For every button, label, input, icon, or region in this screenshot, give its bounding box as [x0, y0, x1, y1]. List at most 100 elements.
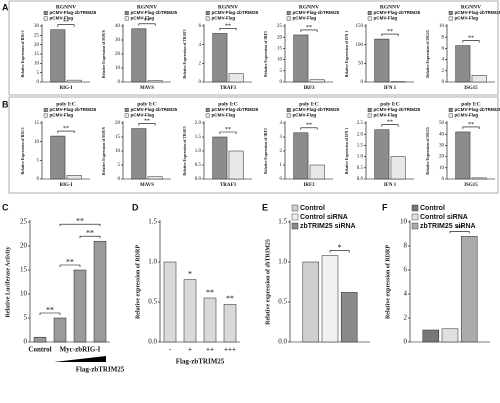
y-tick-label: 10 — [400, 218, 408, 226]
bar — [309, 164, 325, 180]
legend-swatch — [411, 204, 419, 212]
legend-swatch — [411, 222, 419, 230]
y-tick-label: 30 — [439, 144, 445, 149]
legend-label: pCMV-Flag-zbTRIM25 — [293, 107, 340, 112]
bar — [73, 269, 87, 343]
significance: ** — [306, 25, 312, 31]
bar — [203, 297, 217, 343]
bar — [460, 236, 478, 343]
panel-letter: A — [2, 2, 9, 12]
y-tick-label: 15 — [115, 135, 121, 140]
x-tick-label: - — [169, 346, 172, 354]
y-axis-label: Relative Expression of ISG15 — [426, 30, 430, 78]
significance-bracket — [462, 126, 480, 129]
legend-swatch — [291, 222, 299, 230]
y-axis-label: Relative Expression of RIG-I — [21, 127, 25, 175]
chart-title: RGNNV — [137, 4, 157, 10]
y-tick-label: 10 — [277, 58, 283, 63]
y-tick-label: 4 — [404, 290, 408, 298]
y-tick-label: 0.5 — [148, 298, 157, 306]
significance-bracket — [57, 130, 75, 134]
x-tick-label: IFN 1 — [384, 86, 397, 91]
y-tick-label: 10 — [20, 290, 28, 298]
legend-swatch — [448, 108, 453, 112]
y-tick-label: 40 — [115, 24, 121, 29]
y-tick-label: 8 — [442, 35, 445, 40]
significance-bracket — [219, 28, 237, 31]
chart-title: poly I:C — [218, 101, 237, 107]
chart-title: poly I:C — [56, 101, 75, 107]
panel-letter: F — [382, 202, 388, 212]
bar — [212, 136, 228, 180]
legend-swatch — [205, 113, 210, 118]
x-tick-label: MAVS — [140, 183, 154, 188]
legend-label: pCMV-Flag-zbTRIM25 — [293, 10, 340, 15]
bar — [50, 29, 66, 83]
legend-label: pCMV-Flag — [455, 16, 479, 21]
significance-bracket — [300, 29, 318, 32]
y-tick-label: 15 — [277, 47, 283, 52]
legend-label: Control siRNA — [300, 214, 348, 221]
legend-label: pCMV-Flag-zbTRIM25 — [455, 107, 500, 112]
bar — [471, 177, 487, 180]
legend-label: pCMV-Flag — [50, 16, 74, 21]
x-axis-label: Flag-zbTRIM25 — [176, 358, 225, 366]
group-label: Myc-zbRIG-I — [60, 346, 101, 354]
significance: ** — [76, 217, 84, 226]
significance: ** — [63, 20, 69, 26]
y-axis-label: Relative Expression of IFN 1 — [345, 31, 349, 78]
x-tick-label: Control — [28, 346, 51, 354]
bar — [228, 73, 244, 83]
y-tick-label: 25 — [20, 218, 28, 226]
legend-label: pCMV-Flag-zbTRIM25 — [374, 107, 421, 112]
y-tick-label: 1.0 — [278, 258, 287, 266]
bar — [147, 80, 163, 83]
legend-swatch — [448, 11, 453, 15]
x-tick-label: RIG-I — [59, 183, 72, 188]
significance-bracket — [462, 40, 480, 43]
significance: ** — [63, 126, 69, 132]
y-tick-label: 0.5 — [357, 166, 364, 171]
y-tick-label: 20 — [115, 121, 121, 126]
legend-label: Control siRNA — [420, 214, 468, 221]
chart-title: RGNNV — [461, 4, 481, 10]
bar — [374, 129, 390, 180]
chart-title: RGNNV — [56, 4, 76, 10]
bar — [455, 45, 471, 83]
bar — [471, 75, 487, 83]
x-tick-label: IFN 1 — [384, 183, 397, 188]
legend-swatch — [205, 16, 210, 21]
y-tick-label: 5 — [37, 71, 40, 76]
bar — [321, 255, 339, 343]
bar — [66, 79, 82, 83]
y-tick-label: 4 — [442, 58, 445, 63]
y-tick-label: 5 — [24, 314, 28, 322]
legend-label: pCMV-Flag — [50, 113, 74, 118]
chart-title: poly I:C — [461, 101, 480, 107]
y-tick-label: 0.5 — [195, 163, 202, 168]
significance-bracket — [59, 223, 101, 227]
significance: * — [338, 243, 342, 252]
x-tick-label: TRAF3 — [220, 183, 237, 188]
y-tick-label: 30 — [115, 38, 121, 43]
x-tick-label: IRF3 — [303, 183, 315, 188]
y-tick-label: 0.0 — [148, 338, 157, 346]
y-tick-label: 0.0 — [357, 177, 364, 182]
y-tick-label: 20 — [277, 35, 283, 40]
significance: ** — [144, 118, 150, 124]
significance: ** — [86, 229, 94, 238]
significance: ** — [456, 224, 464, 233]
bar — [455, 131, 471, 180]
y-tick-label: 25 — [277, 24, 283, 29]
y-tick-label: 20 — [20, 242, 28, 250]
significance-bracket — [39, 312, 61, 315]
y-axis-label: Relative Expression of TRAF3 — [183, 126, 187, 175]
significance-bracket — [59, 264, 81, 267]
legend-label: pCMV-Flag — [212, 16, 236, 21]
y-tick-label: 10 — [34, 140, 40, 145]
significance-bracket — [138, 23, 156, 26]
y-tick-label: 6 — [442, 47, 445, 52]
y-axis-label: Relative Expression of IRF3 — [264, 128, 268, 174]
y-tick-label: 8 — [404, 242, 408, 250]
